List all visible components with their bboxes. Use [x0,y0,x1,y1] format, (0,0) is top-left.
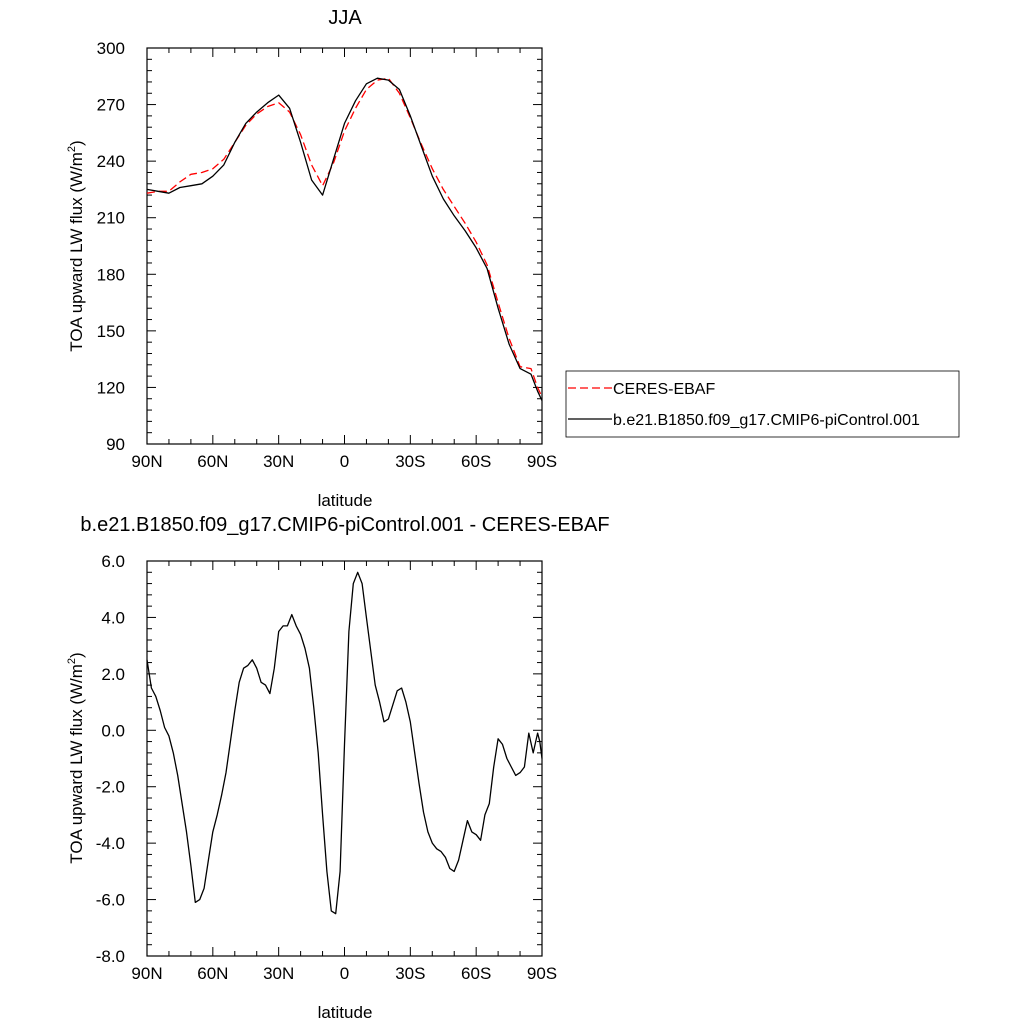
top-x-tick-label: 60S [461,452,491,471]
bottom-x-tick-label: 90S [527,964,557,983]
bottom-x-tick-label: 0 [340,964,349,983]
bottom-chart: b.e21.B1850.f09_g17.CMIP6-piControl.001 … [66,514,610,1022]
bottom-x-axis-label: latitude [318,1003,373,1022]
top-axis-ticks: 90N 60N 30N 0 30S 60S 90S 90 120 150 180 210 240 270 3… [97,39,558,471]
top-y-tick-label: 210 [97,209,125,228]
bottom-series-line-0 [146,571,543,915]
top-series-line-1 [146,77,543,401]
top-x-tick-label: 90S [527,452,557,471]
top-series-group [146,77,543,401]
bottom-y-tick-label: 6.0 [101,552,125,571]
top-series-line-0 [146,77,543,398]
bottom-series-group [146,571,543,915]
bottom-y-tick-label: -6.0 [96,891,125,910]
bottom-y-tick-label: -4.0 [96,834,125,853]
top-x-axis-label: latitude [318,491,373,510]
legend: CERES-EBAF b.e21.B1850.f09_g17.CMIP6-piC… [565,370,960,438]
bottom-x-tick-label: 90N [131,964,162,983]
top-x-tick-label: 30S [395,452,425,471]
bottom-x-tick-label: 60N [197,964,228,983]
legend-label-model: b.e21.B1850.f09_g17.CMIP6-piControl.001 [613,412,920,429]
top-y-tick-label: 240 [97,152,125,171]
top-y-tick-label: 120 [97,378,125,397]
bottom-chart-title: b.e21.B1850.f09_g17.CMIP6-piControl.001 … [80,514,609,536]
top-chart-title: JJA [328,7,362,29]
top-y-tick-label: 90 [106,435,125,454]
bottom-y-tick-label: 2.0 [101,665,125,684]
top-y-axis-label: TOA upward LW flux (W/m2) [66,140,86,351]
legend-label-ceres: CERES-EBAF [613,381,715,398]
top-x-tick-label: 90N [131,452,162,471]
top-y-tick-label: 150 [97,322,125,341]
top-plot-frame [146,47,543,445]
bottom-y-tick-label: 4.0 [101,608,125,627]
top-y-tick-label: 270 [97,96,125,115]
bottom-x-tick-label: 30N [263,964,294,983]
top-x-tick-label: 60N [197,452,228,471]
bottom-x-tick-label: 30S [395,964,425,983]
top-y-tick-label: 300 [97,39,125,58]
bottom-y-axis-label: TOA upward LW flux (W/m2) [66,652,86,863]
legend-box [565,370,960,438]
bottom-y-tick-label: -2.0 [96,778,125,797]
bottom-axis-ticks: 90N 60N 30N 0 30S 60S 90S -8.0 -6.0 -4.0 -2.0 0.0 2.… [96,552,557,983]
top-x-tick-label: 0 [340,452,349,471]
top-y-tick-label: 180 [97,265,125,284]
bottom-x-tick-label: 60S [461,964,491,983]
top-chart: JJA 90N 60N 30N 0 30S 60S 90S 90 120 150 180 210 240… [66,7,960,510]
bottom-y-tick-label: -8.0 [96,947,125,966]
bottom-y-tick-label: 0.0 [101,721,125,740]
top-x-tick-label: 30N [263,452,294,471]
